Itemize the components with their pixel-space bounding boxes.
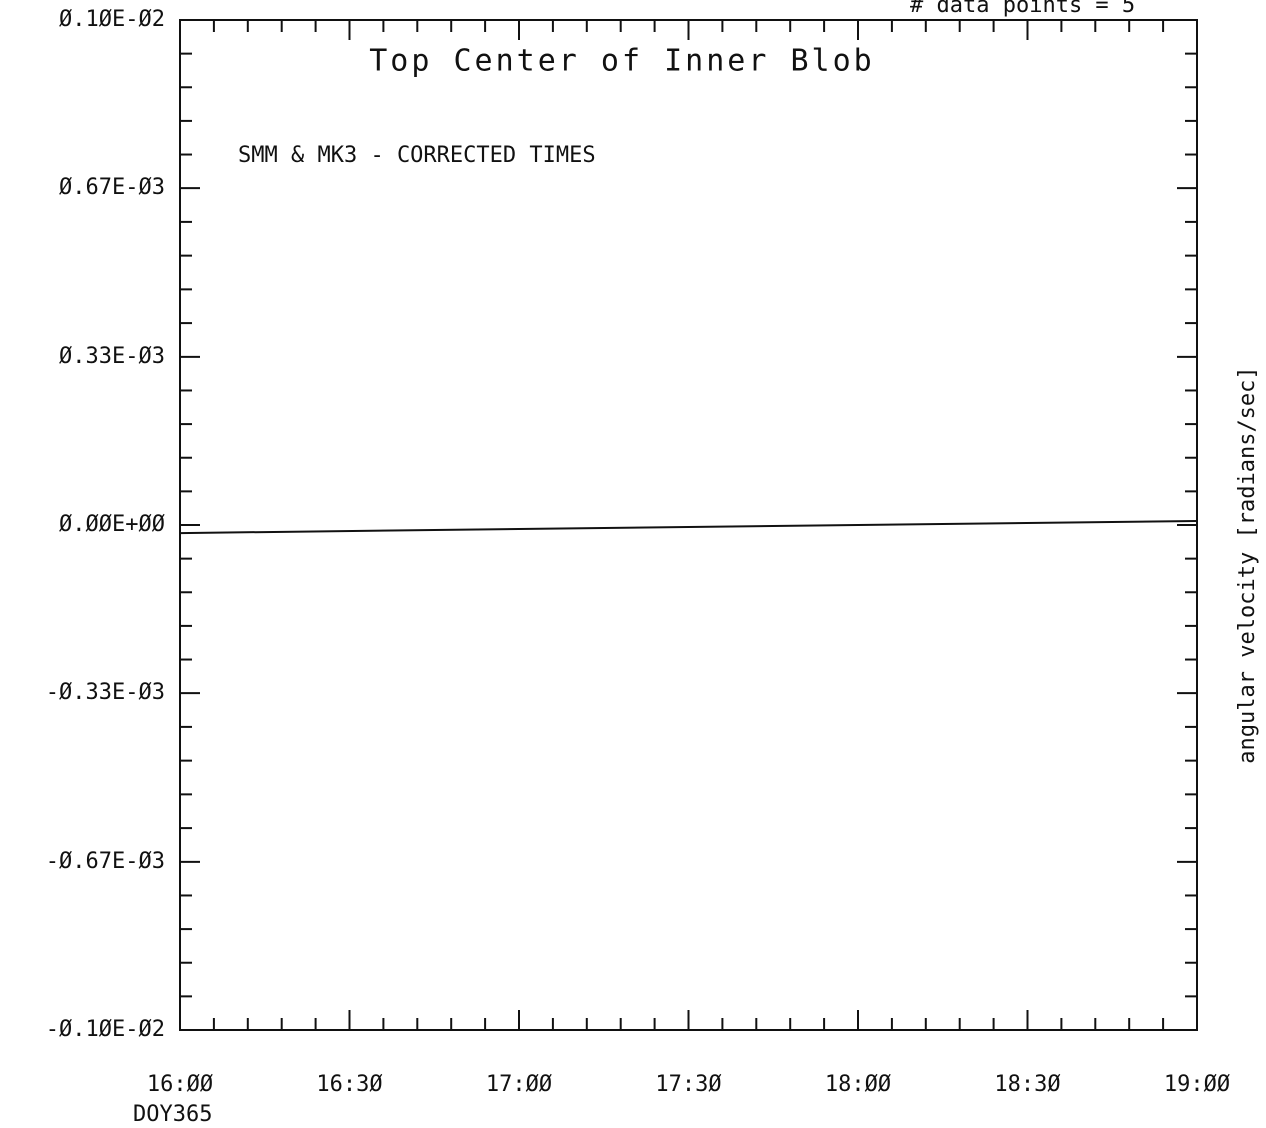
x-tick-label: 16:3Ø [316,1072,382,1097]
data-line [179,519,1198,535]
y-tick-label: Ø.67E-Ø3 [59,175,165,200]
data-points-note: # data points = 5 [910,0,1135,18]
x-tick-label: 17:ØØ [486,1072,552,1097]
y-tick-label: -Ø.1ØE-Ø2 [46,1017,165,1042]
y-tick-label: Ø.ØØE+ØØ [59,512,165,537]
chart-title: Top Center of Inner Blob [369,44,874,79]
x-tick-label: 19:ØØ [1164,1072,1230,1097]
x-tick-label: 17:3Ø [655,1072,721,1097]
y-tick-label: -Ø.33E-Ø3 [46,680,165,705]
y-tick-label: Ø.1ØE-Ø2 [59,7,165,32]
y-axis-label: angular velocity [radians/sec] [1235,366,1260,763]
y-tick-label: -Ø.67E-Ø3 [46,849,165,874]
plot-frame [179,19,1198,1031]
x-tick-label: 18:3Ø [994,1072,1060,1097]
y-tick-label: Ø.33E-Ø3 [59,344,165,369]
x-tick-label: 18:ØØ [825,1072,891,1097]
x-axis-label: DOY365 [133,1102,212,1127]
annotation: SMM & MK3 - CORRECTED TIMES [238,143,596,168]
x-tick-label: 16:ØØ [147,1072,213,1097]
